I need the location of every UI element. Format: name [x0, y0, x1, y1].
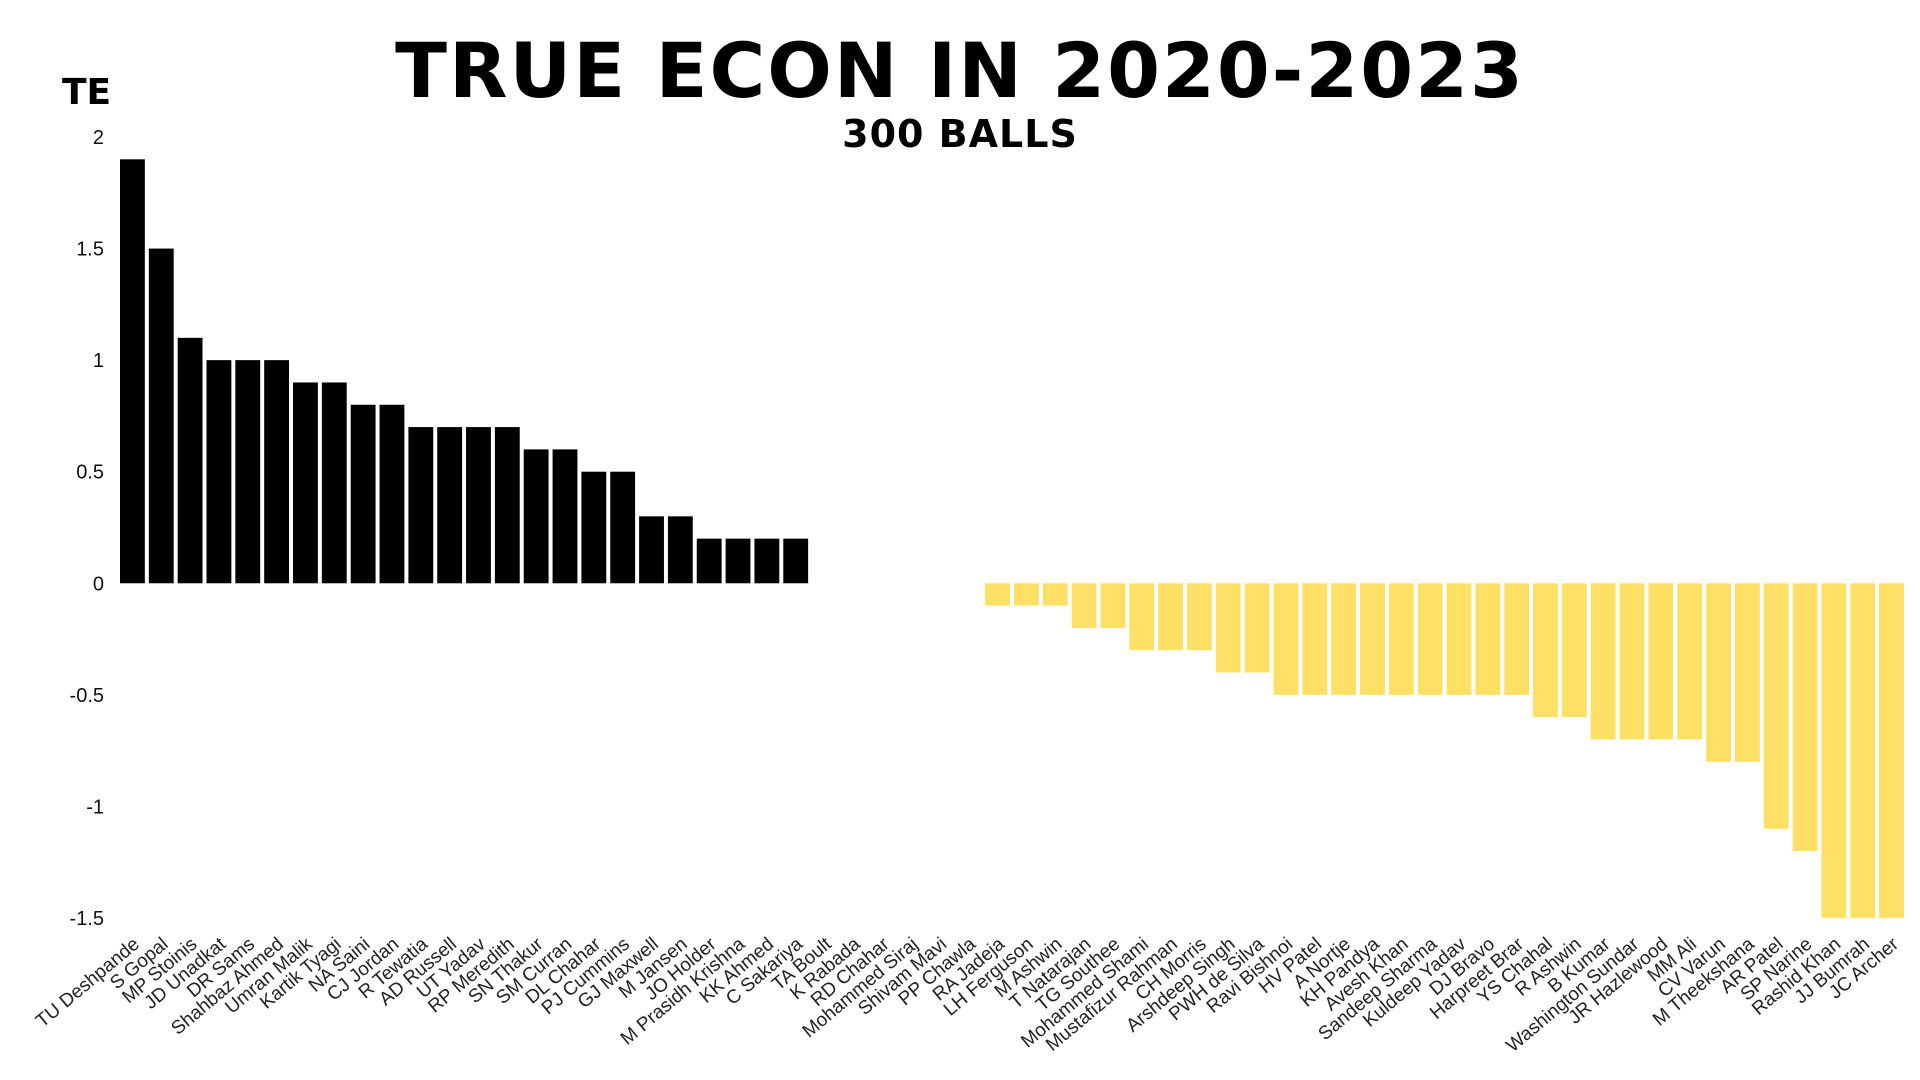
bar	[523, 449, 549, 584]
y-tick-label: 1	[93, 350, 104, 372]
bar	[350, 404, 376, 584]
bar	[206, 360, 232, 584]
bar	[1734, 583, 1760, 762]
y-axis-label: TE	[62, 72, 112, 113]
bar	[1475, 583, 1501, 695]
bar	[1706, 583, 1731, 762]
bar	[1215, 583, 1241, 673]
y-tick-label: 1.5	[76, 239, 104, 261]
bar	[1129, 583, 1155, 651]
y-tick-label: 0	[93, 573, 104, 595]
bar	[1648, 583, 1674, 740]
bars	[120, 159, 1904, 918]
bar	[1417, 583, 1443, 695]
bar	[1100, 583, 1126, 628]
bar	[1792, 583, 1818, 852]
bar	[639, 516, 664, 584]
bar	[610, 471, 636, 584]
bar	[985, 583, 1010, 606]
bar	[1821, 583, 1847, 918]
bar	[1677, 583, 1703, 740]
bar	[1533, 583, 1558, 718]
bar	[1388, 583, 1414, 695]
bar	[1590, 583, 1616, 740]
bar	[1879, 583, 1904, 918]
y-axis-ticks: 2 1.5 1 0.5 0 -0.5 -1 -1.5	[70, 127, 104, 930]
y-tick-label: -1.5	[70, 908, 104, 930]
bar	[1273, 583, 1299, 695]
bar	[1763, 583, 1789, 829]
bar	[1446, 583, 1472, 695]
bar	[437, 427, 463, 584]
y-tick-label: -1	[86, 796, 104, 818]
y-tick-label: 0.5	[76, 462, 104, 484]
bar	[1619, 583, 1645, 740]
bar	[148, 248, 174, 584]
bar	[1071, 583, 1097, 628]
bar	[408, 427, 434, 584]
bar	[379, 404, 405, 584]
bar	[1187, 583, 1212, 651]
bar	[494, 427, 520, 584]
bar	[581, 471, 607, 584]
bar	[783, 538, 809, 584]
chart-title: TRUE ECON IN 2020-2023	[395, 26, 1525, 115]
bar	[1302, 583, 1328, 695]
bar	[1158, 583, 1184, 651]
bar	[1504, 583, 1530, 695]
bar	[293, 382, 318, 584]
bar	[466, 427, 491, 584]
bar	[1360, 583, 1385, 695]
bar	[552, 449, 578, 584]
chart-subtitle: 300 BALLS	[842, 112, 1078, 156]
bar	[1850, 583, 1876, 918]
y-tick-label: -0.5	[70, 685, 104, 707]
bar	[264, 360, 290, 584]
bar	[696, 538, 722, 584]
bar	[235, 360, 261, 584]
bar	[1042, 583, 1068, 606]
bar	[1331, 583, 1357, 695]
bar	[1561, 583, 1587, 718]
bar	[754, 538, 780, 584]
bar	[177, 337, 203, 584]
bar	[321, 382, 347, 584]
y-tick-label: 2	[93, 127, 104, 149]
bar	[1014, 583, 1039, 606]
bar	[725, 538, 751, 584]
bar	[1244, 583, 1270, 673]
bar	[667, 516, 693, 584]
bar	[120, 159, 145, 584]
